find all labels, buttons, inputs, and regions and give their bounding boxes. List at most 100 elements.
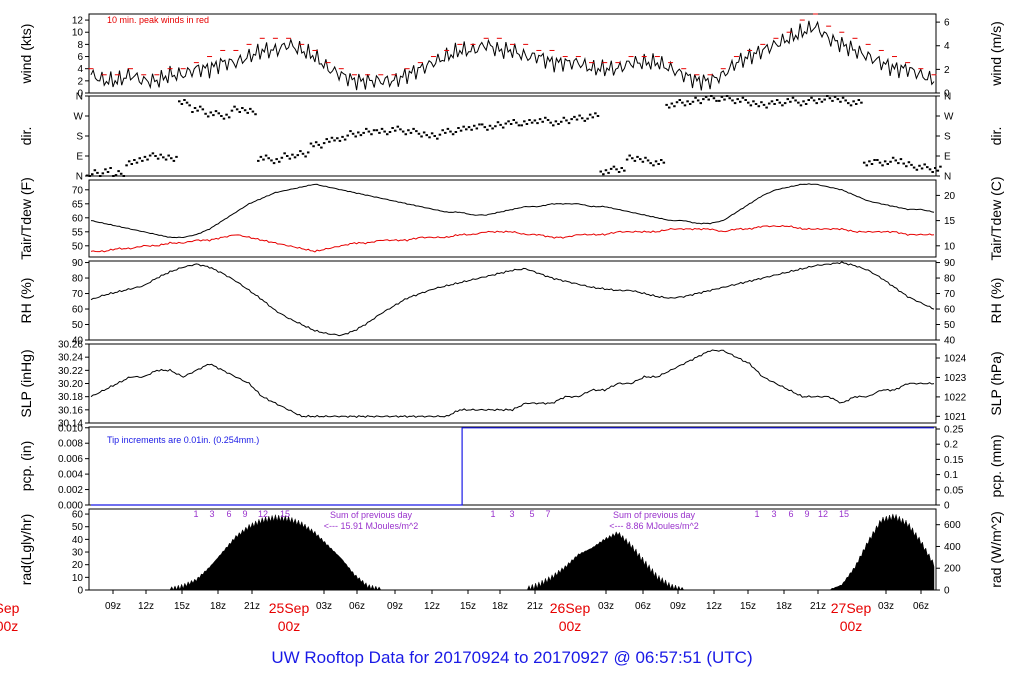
direction-point xyxy=(515,121,518,124)
direction-point xyxy=(744,99,747,101)
x-tick-label: 18z xyxy=(210,601,226,612)
direction-point xyxy=(336,137,339,140)
y-tick-label-right: 1024 xyxy=(944,354,967,365)
y-tick-label: 65 xyxy=(72,199,84,210)
direction-point xyxy=(580,117,584,120)
x-tick-label: 15z xyxy=(740,601,756,612)
direction-point xyxy=(583,119,587,122)
y-tick-label: 50 xyxy=(72,241,84,252)
direction-point xyxy=(596,115,600,117)
direction-point xyxy=(696,99,700,102)
y-tick-label-right: W xyxy=(944,112,954,123)
direction-point xyxy=(267,157,270,160)
direction-point xyxy=(538,118,542,121)
y-tick-label: 20 xyxy=(72,560,84,571)
direction-point xyxy=(562,116,566,119)
direction-point xyxy=(454,131,458,133)
wind-speed-line xyxy=(90,20,935,91)
direction-point xyxy=(797,101,800,104)
x-tick-label: 18z xyxy=(776,601,792,612)
direction-point xyxy=(754,103,758,105)
direction-point xyxy=(591,116,595,119)
y-tick-label-right: 0.1 xyxy=(944,470,958,481)
direction-point xyxy=(257,159,260,162)
direction-point xyxy=(351,132,355,135)
hour-mark: 6 xyxy=(226,509,231,519)
direction-point xyxy=(91,173,94,176)
y-axis-label-right: SLP (hPa) xyxy=(988,351,1004,415)
direction-point xyxy=(617,171,621,173)
y-axis-label-right: Tair/Tdew (C) xyxy=(988,176,1004,260)
direction-point xyxy=(133,159,136,161)
y-tick-label-right: 2 xyxy=(944,65,950,76)
direction-point xyxy=(886,163,890,165)
x-tick-label: 21z xyxy=(810,601,826,612)
y-tick-label-right: 0.2 xyxy=(944,440,958,451)
y-tick-label: 30.16 xyxy=(58,405,83,416)
direction-point xyxy=(778,101,782,104)
direction-point xyxy=(109,167,112,169)
direction-point xyxy=(293,156,297,159)
direction-point xyxy=(343,138,347,141)
direction-point xyxy=(570,118,573,121)
direction-point xyxy=(119,172,123,175)
direction-point xyxy=(383,130,386,133)
direction-point xyxy=(496,121,500,124)
direction-point xyxy=(623,169,626,172)
direction-point xyxy=(918,164,921,167)
y-tick-label-right: 200 xyxy=(944,564,961,575)
direction-point xyxy=(399,128,402,131)
direction-point xyxy=(280,156,284,159)
direction-point xyxy=(285,155,289,157)
hour-mark: 12 xyxy=(258,509,268,519)
direction-point xyxy=(494,125,497,128)
direction-point xyxy=(301,152,305,155)
direction-point xyxy=(409,131,413,134)
direction-point xyxy=(633,159,637,162)
day-label: 26Sep xyxy=(550,600,591,616)
direction-point xyxy=(325,138,328,141)
direction-point xyxy=(283,152,286,155)
direction-point xyxy=(868,160,871,163)
y-axis-label: wind (kts) xyxy=(18,24,34,85)
direction-point xyxy=(112,175,115,177)
direction-point xyxy=(172,159,176,162)
direction-point xyxy=(349,130,352,133)
radiation-sum-value: <--- 15.91 MJoules/m^2 xyxy=(324,521,419,531)
direction-point xyxy=(646,159,650,162)
direction-point xyxy=(612,165,616,168)
direction-point xyxy=(380,127,384,130)
tip-increment-note: Tip increments are 0.01in. (0.254mm.) xyxy=(107,435,259,445)
direction-point xyxy=(488,124,492,127)
direction-point xyxy=(367,130,371,133)
direction-point xyxy=(396,125,400,128)
direction-point xyxy=(670,102,674,105)
direction-point xyxy=(905,165,908,168)
direction-point xyxy=(304,155,307,158)
direction-point xyxy=(104,168,107,171)
x-tick-label: 12z xyxy=(424,601,440,612)
hour-mark: 1 xyxy=(490,509,495,519)
direction-point xyxy=(193,107,197,109)
direction-point xyxy=(148,154,152,157)
direction-point xyxy=(894,159,897,162)
direction-point xyxy=(554,120,558,123)
day-label: 25Sep xyxy=(269,600,310,616)
y-tick-label-right: 4 xyxy=(944,41,950,52)
direction-point xyxy=(314,141,318,144)
direction-point xyxy=(127,160,131,163)
direction-point xyxy=(620,167,623,169)
y-tick-label: N xyxy=(76,92,83,103)
y-tick-label: 0.002 xyxy=(58,485,83,496)
direction-point xyxy=(573,115,576,118)
direction-point xyxy=(341,135,344,138)
y-axis-label-right: wind (m/s) xyxy=(988,21,1004,87)
panel-frame xyxy=(88,95,937,177)
direction-point xyxy=(662,161,666,164)
x-tick-label: 21z xyxy=(527,601,543,612)
direction-point xyxy=(254,113,257,116)
y-axis-label-right: rad (W/m^2) xyxy=(988,511,1004,588)
hour-mark: 1 xyxy=(754,509,759,519)
direction-point xyxy=(860,101,863,104)
